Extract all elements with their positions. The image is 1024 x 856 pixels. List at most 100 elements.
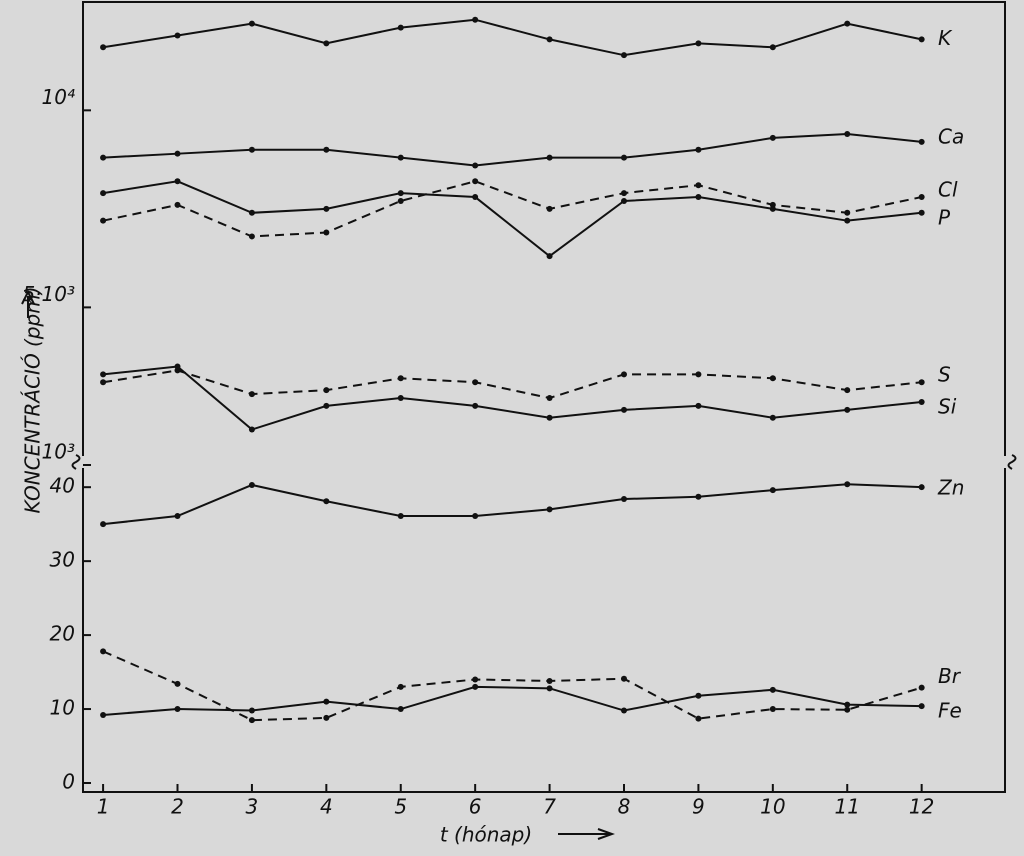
point: [695, 493, 702, 500]
point: [546, 205, 553, 212]
series-label: S: [938, 363, 951, 387]
x-tick-label: 7: [543, 795, 556, 819]
series-line: [102, 365, 922, 431]
point: [100, 154, 107, 161]
point: [174, 513, 181, 520]
point: [546, 685, 553, 692]
series-label: Zn: [937, 476, 964, 500]
y-tick-label: 10³: [42, 440, 75, 464]
point: [844, 130, 851, 137]
point: [323, 714, 330, 721]
x-axis-arrow: [558, 828, 615, 840]
point: [248, 233, 255, 240]
point: [620, 675, 627, 682]
x-tick-label: 11: [835, 795, 860, 819]
point: [248, 481, 255, 488]
series-line: [103, 132, 922, 167]
point: [100, 711, 107, 718]
x-tick-label: 8: [618, 795, 631, 819]
point: [397, 513, 404, 520]
series-label: Br: [938, 664, 962, 688]
point: [695, 146, 702, 153]
point: [769, 414, 776, 421]
point: [769, 487, 776, 494]
point: [546, 414, 553, 421]
point: [620, 197, 627, 204]
point: [769, 205, 776, 212]
point: [546, 36, 553, 43]
point: [248, 209, 255, 216]
point: [844, 701, 851, 708]
point: [397, 706, 404, 713]
point: [620, 190, 627, 197]
point: [397, 197, 404, 204]
point: [844, 209, 851, 216]
point: [323, 402, 330, 409]
point: [844, 217, 851, 224]
point: [174, 363, 181, 370]
y-tick-label: 20: [50, 622, 75, 646]
point: [844, 706, 851, 713]
series-label: K: [938, 26, 953, 50]
point: [620, 52, 627, 59]
y-tick-label: 10: [50, 696, 75, 720]
point: [472, 16, 479, 23]
point: [620, 406, 627, 413]
point: [174, 680, 181, 687]
point: [100, 190, 107, 197]
x-tick-label: 4: [320, 795, 333, 819]
point: [472, 162, 479, 169]
point: [100, 217, 107, 224]
point: [323, 146, 330, 153]
series-line: [102, 180, 922, 258]
point: [323, 387, 330, 394]
point: [397, 24, 404, 31]
point: [100, 648, 107, 655]
y-tick-label: 5·10³: [22, 282, 75, 306]
point: [918, 379, 925, 386]
point: [248, 20, 255, 27]
point: [472, 178, 479, 185]
series-label: Cl: [938, 178, 958, 202]
point: [472, 402, 479, 409]
series-label: Si: [938, 394, 957, 418]
point: [844, 481, 851, 488]
point: [472, 676, 479, 683]
axis-break-right: [996, 454, 1017, 470]
point: [695, 715, 702, 722]
series-label: Ca: [938, 124, 964, 148]
point: [100, 44, 107, 51]
point: [174, 706, 181, 713]
x-tick-label: 5: [394, 795, 407, 819]
point: [100, 379, 107, 386]
point: [397, 683, 404, 690]
point: [248, 717, 255, 724]
point: [918, 703, 925, 710]
point: [546, 154, 553, 161]
y-tick-label: 30: [50, 548, 75, 572]
point: [323, 498, 330, 505]
point: [918, 398, 925, 405]
y-tick-label: 10⁴: [42, 85, 75, 109]
point: [248, 426, 255, 433]
point: [100, 521, 107, 528]
point: [546, 506, 553, 513]
y-axis-label: KONCENTRÁCIÓ (ppm): [21, 286, 45, 513]
point: [472, 379, 479, 386]
point: [174, 178, 181, 185]
x-tick-label: 9: [692, 795, 705, 819]
point: [620, 496, 627, 503]
point: [100, 371, 107, 378]
point: [323, 40, 330, 47]
point: [620, 154, 627, 161]
series-line: [102, 483, 922, 526]
x-tick-label: 1: [97, 795, 110, 819]
point: [918, 36, 925, 43]
point: [620, 371, 627, 378]
point: [472, 513, 479, 520]
x-tick-label: 2: [171, 795, 184, 819]
x-tick-label: 6: [469, 795, 482, 819]
point: [397, 395, 404, 402]
point: [323, 229, 330, 236]
